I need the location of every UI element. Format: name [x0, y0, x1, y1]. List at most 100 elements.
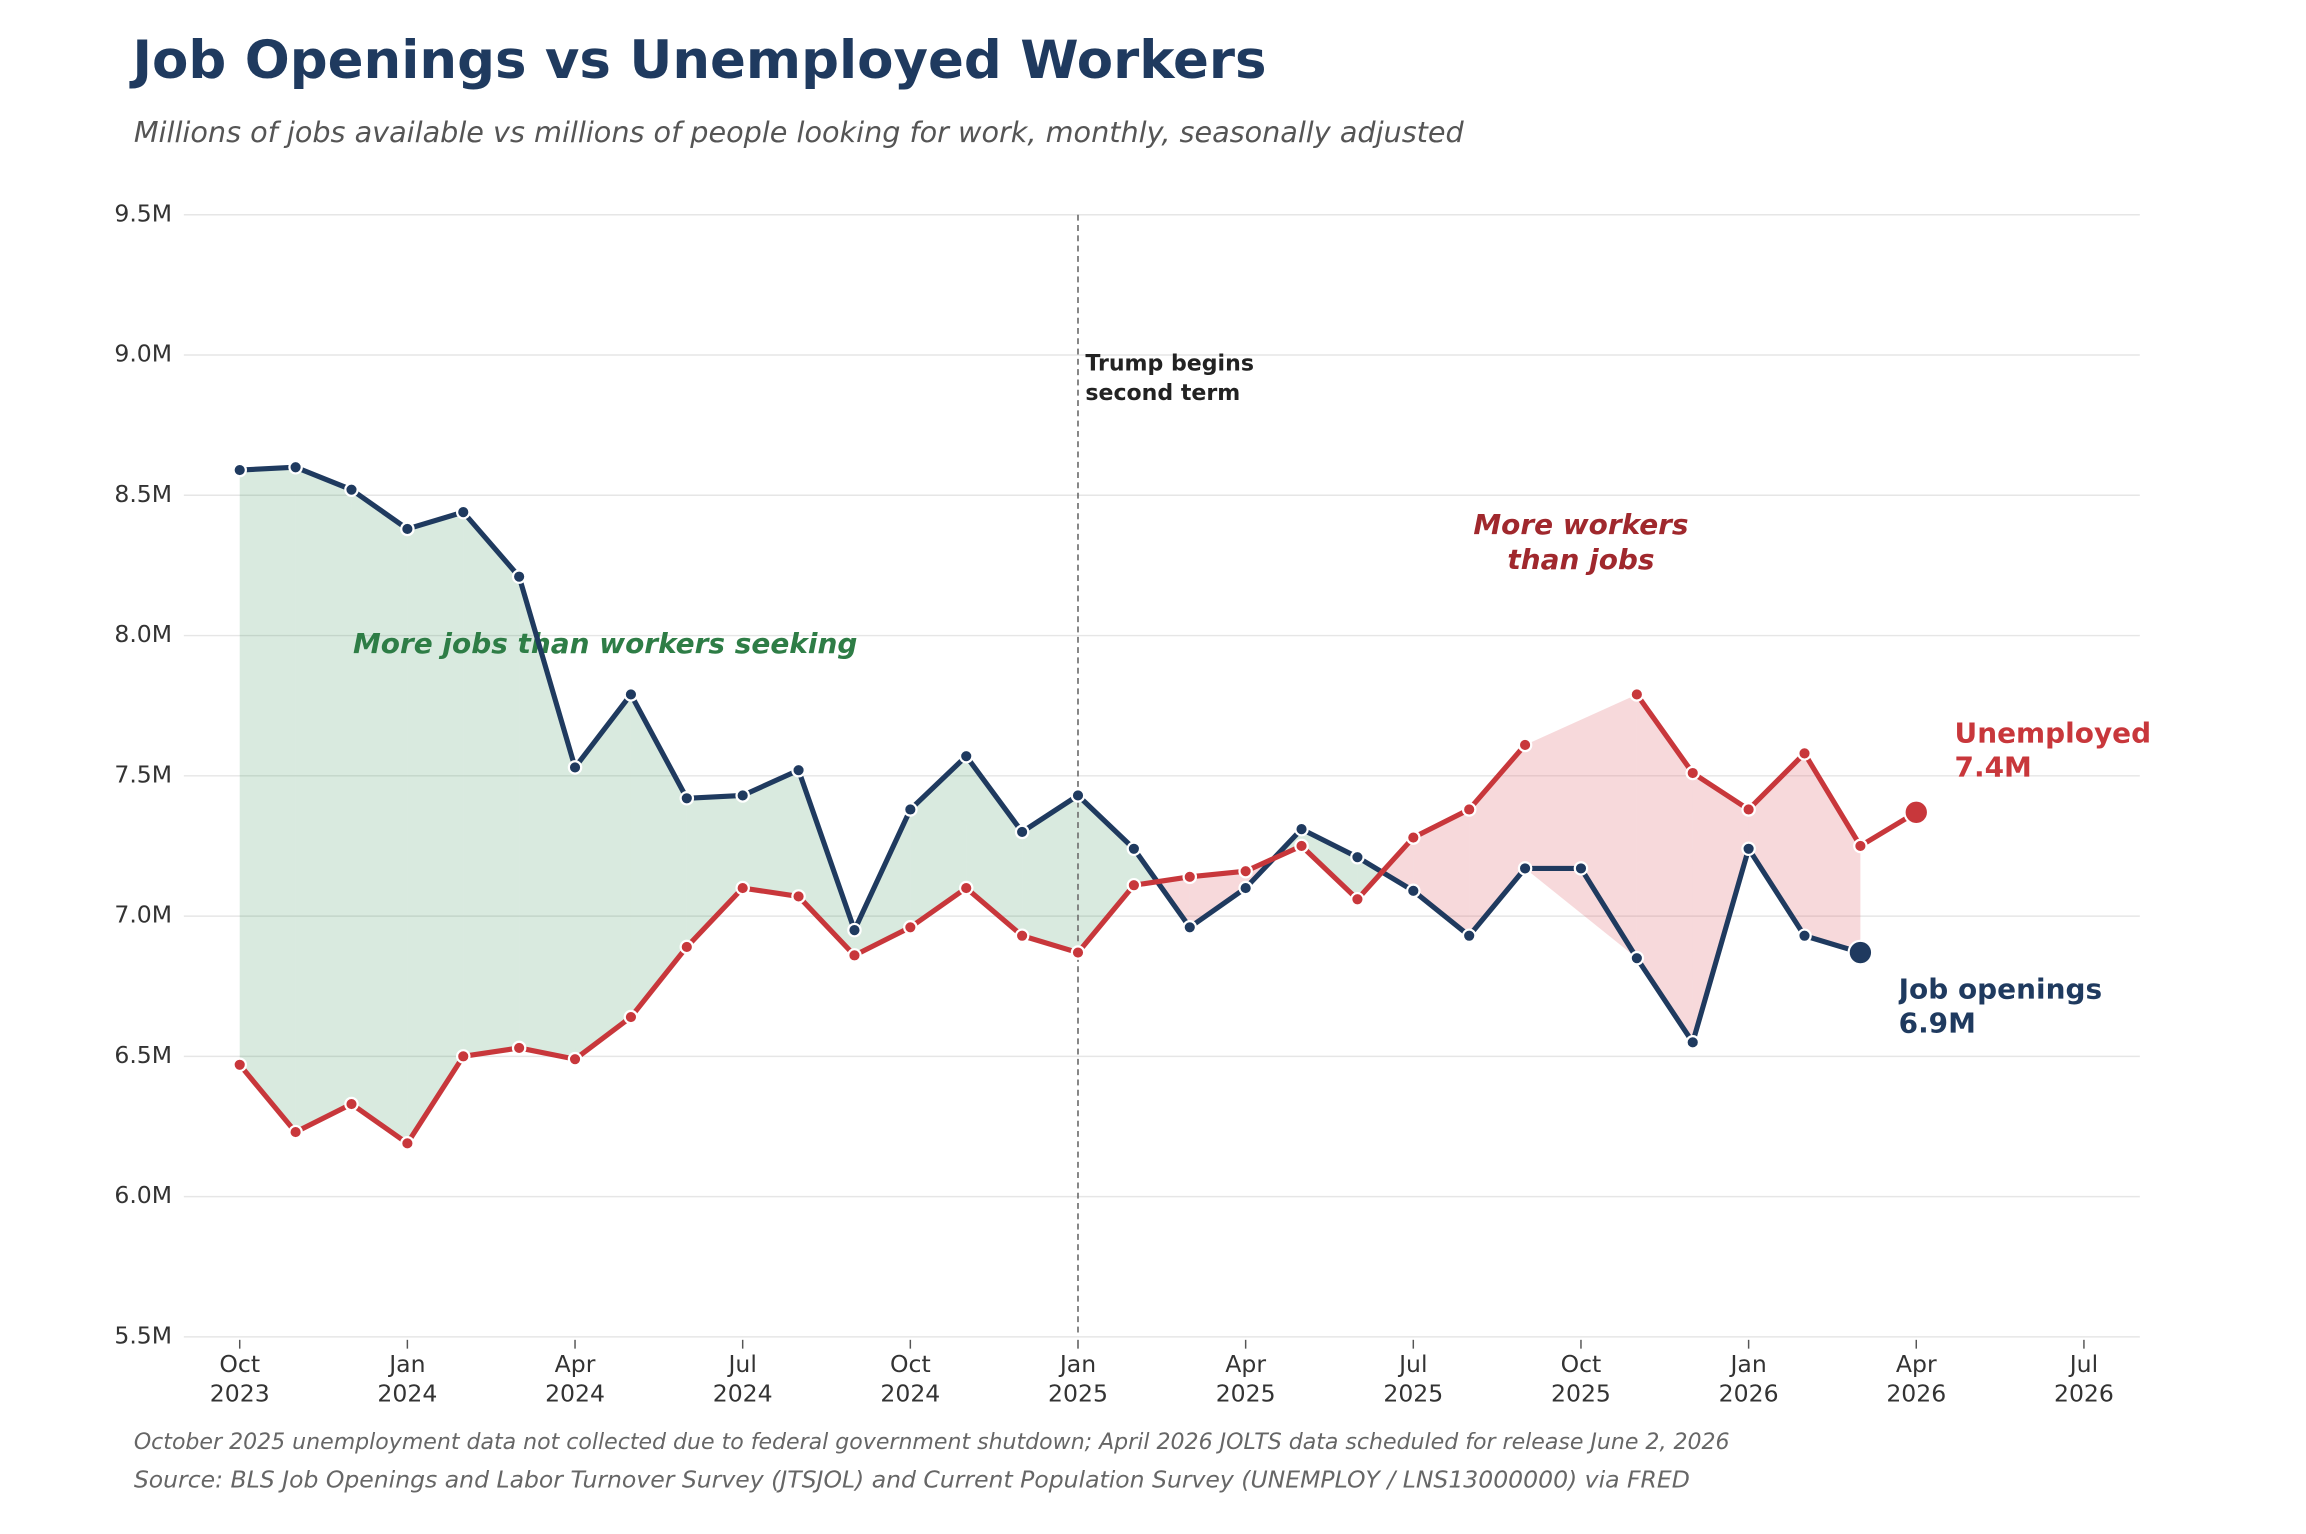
- data-point: [847, 922, 862, 938]
- data-point: [1406, 830, 1421, 845]
- gap-area: [1469, 744, 1526, 936]
- gap-area: [295, 467, 352, 1133]
- gap-area: [1636, 694, 1693, 1043]
- y-tick-label: 9.0M: [114, 340, 172, 368]
- x-tick-label: Jan 2026: [1718, 1350, 1779, 1408]
- data-point: [623, 1009, 639, 1025]
- data-point: [1070, 788, 1086, 803]
- data-point: [1629, 687, 1645, 702]
- data-point: [400, 521, 415, 537]
- footnote: October 2025 unemployment data not colle…: [134, 1430, 1730, 1455]
- y-tick-label: 8.0M: [114, 620, 172, 648]
- data-point: [1126, 841, 1142, 857]
- data-point: [791, 762, 806, 778]
- series-value-label: 6.9M: [1898, 1006, 1976, 1040]
- gap-area: [1301, 829, 1358, 900]
- y-tick-label: 7.5M: [114, 760, 172, 788]
- x-tick-label: Jul 2024: [712, 1350, 773, 1408]
- data-point: [511, 1040, 527, 1056]
- x-tick-label: Apr 2025: [1215, 1350, 1276, 1408]
- data-point: [903, 920, 918, 935]
- event-label-box: Trump begins second term: [1085, 350, 1254, 406]
- y-tick-label: 7.0M: [114, 901, 172, 929]
- x-tick-label: Jul 2026: [2053, 1350, 2114, 1408]
- gap-area: [1382, 837, 1414, 891]
- series-label-box: Job openings: [1899, 973, 2102, 1005]
- data-point: [1461, 802, 1477, 817]
- data-point: [1014, 928, 1030, 944]
- gap-area: [854, 809, 911, 956]
- data-point: [1406, 883, 1421, 899]
- data-point: [1182, 920, 1198, 935]
- x-tick-label-box: Jul 2025: [1383, 1350, 1443, 1407]
- data-point: [567, 760, 583, 775]
- y-tick-label: 8.5M: [114, 480, 172, 508]
- gap-area: [686, 795, 743, 947]
- data-point: [1685, 765, 1701, 781]
- region-label-box: More jobs than workers seeking: [353, 628, 857, 660]
- data-point: [847, 948, 862, 963]
- data-point: [400, 1136, 415, 1151]
- x-tick-label-box: Apr 2025: [1215, 1350, 1276, 1408]
- x-tick-label: Oct 2025: [1551, 1350, 1611, 1408]
- data-point: [232, 1057, 247, 1073]
- data-point: [1517, 737, 1533, 753]
- data-point: [1573, 861, 1589, 876]
- gap-area: [1189, 871, 1246, 928]
- x-tick-label: Oct 2024: [880, 1350, 941, 1408]
- data-point: [1629, 950, 1645, 966]
- data-point: [1294, 838, 1309, 854]
- gap-area: [1525, 694, 1637, 959]
- data-point: [958, 880, 974, 896]
- data-point: [288, 1124, 303, 1140]
- x-tick-label-box: Apr 2026: [1886, 1350, 1946, 1407]
- data-point: [455, 1049, 471, 1064]
- data-point: [791, 889, 806, 904]
- x-tick-label: Jan 2025: [1048, 1350, 1108, 1408]
- gap-area: [575, 694, 631, 1060]
- data-point: [1741, 841, 1756, 857]
- data-point: [232, 462, 247, 478]
- data-point: [1182, 869, 1198, 885]
- data-point: [1685, 1035, 1701, 1050]
- data-point: [288, 459, 303, 475]
- region-label-box: More workers than jobs: [1473, 508, 1689, 577]
- data-point: [623, 687, 639, 702]
- x-tick-label-box: Jan 2024: [377, 1350, 438, 1408]
- gap-area: [1077, 795, 1134, 953]
- x-tick-label: Apr 2024: [545, 1350, 605, 1408]
- data-point: [344, 1096, 359, 1112]
- data-point: [1294, 821, 1309, 837]
- data-point: [567, 1051, 583, 1067]
- x-tick-label: Oct 2023: [209, 1350, 270, 1408]
- data-point: [735, 880, 750, 896]
- data-point: [1238, 863, 1253, 879]
- x-tick-label: Jan 2024: [377, 1350, 438, 1408]
- data-point: [679, 790, 695, 806]
- event-label: Trump begins second term: [1085, 350, 1254, 406]
- y-tick-label: 6.0M: [114, 1181, 172, 1209]
- gap-area: [1692, 773, 1749, 1043]
- gap-area: [1413, 809, 1470, 936]
- data-point: [735, 788, 750, 803]
- series-value-label-box: 6.9M: [1898, 1006, 1976, 1040]
- x-tick-label-box: Oct 2025: [1551, 1350, 1611, 1408]
- series-value-label: 7.4M: [1954, 751, 2032, 785]
- x-tick-label-box: Jan 2025: [1048, 1350, 1108, 1408]
- chart-subtitle: Millions of jobs available vs millions o…: [134, 115, 1465, 149]
- source: Source: BLS Job Openings and Labor Turno…: [134, 1466, 1690, 1494]
- data-point: [1517, 861, 1533, 876]
- data-point: [1797, 928, 1812, 944]
- gap-area: [742, 770, 799, 897]
- data-point: [1741, 802, 1756, 817]
- gap-area: [407, 512, 464, 1144]
- gap-area: [1022, 795, 1078, 953]
- region-label: More workers than jobs: [1473, 508, 1689, 577]
- data-point: [1014, 824, 1030, 840]
- x-tick-label-box: Jul 2026: [2053, 1350, 2114, 1408]
- data-point: [1070, 945, 1086, 960]
- y-tick-label: 9.5M: [114, 199, 172, 227]
- x-tick-label-box: Apr 2024: [545, 1350, 605, 1408]
